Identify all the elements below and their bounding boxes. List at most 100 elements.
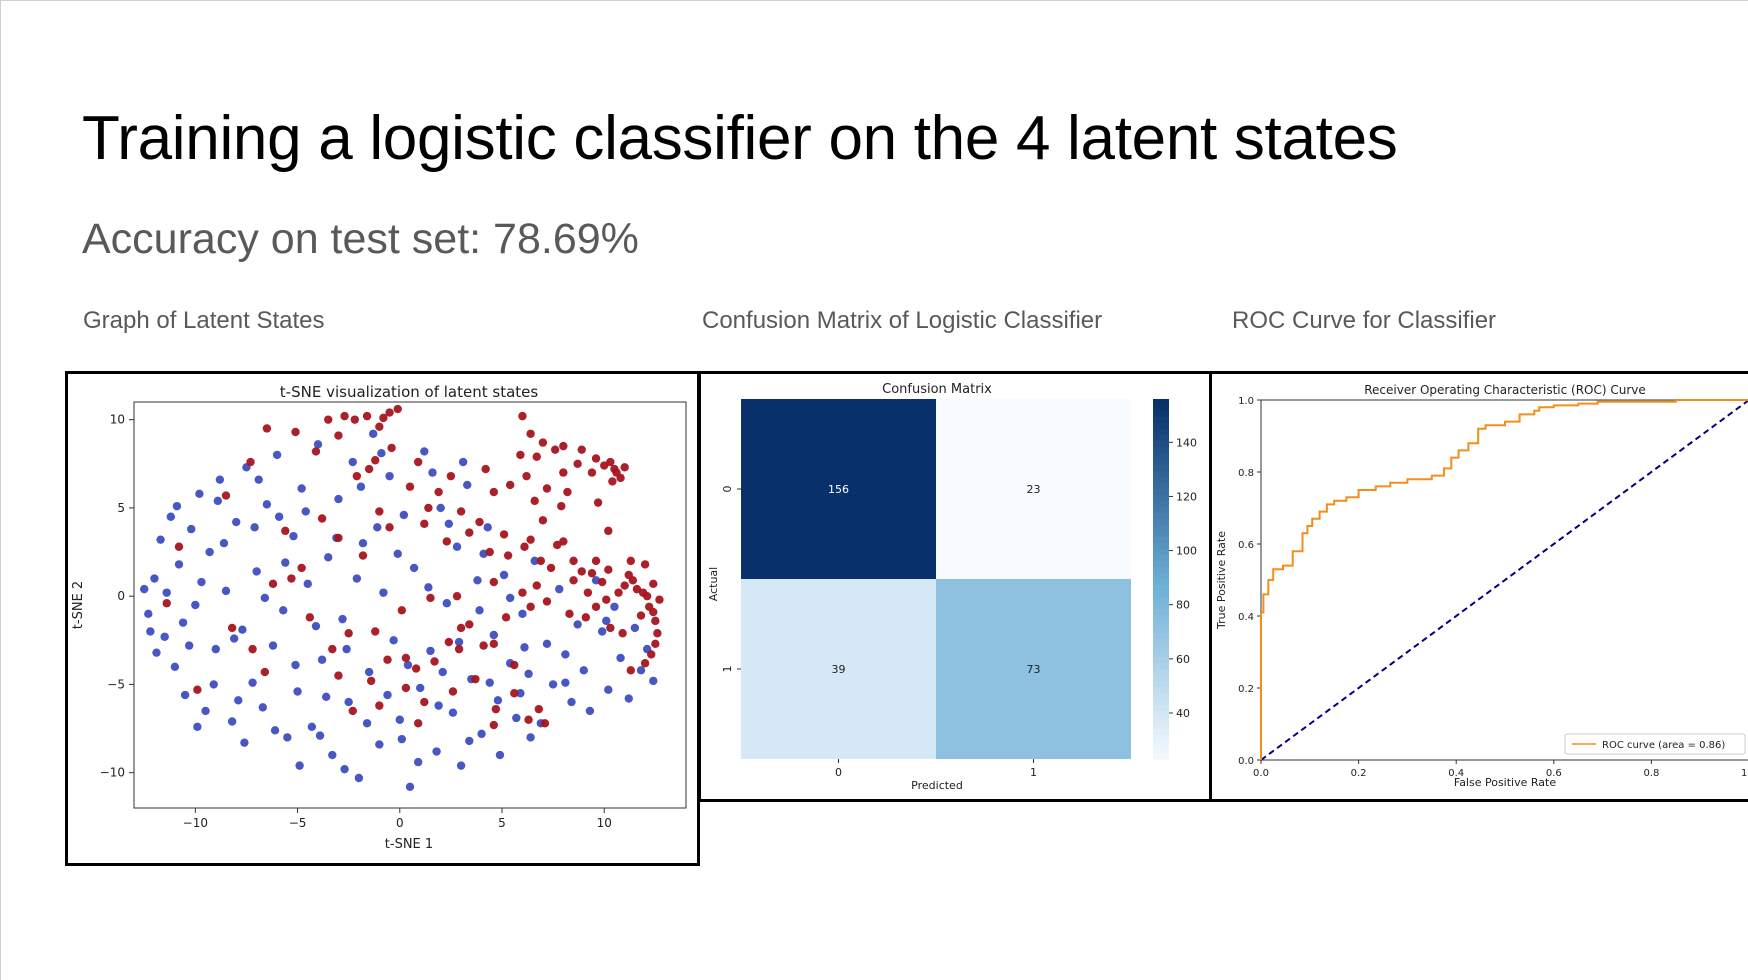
tsne-point: [166, 512, 175, 521]
colorbar-segment: [1153, 741, 1169, 748]
tsne-point: [146, 627, 155, 636]
tsne-point: [475, 606, 484, 615]
tsne-point: [626, 666, 635, 675]
tsne-point: [227, 623, 237, 633]
tsne-point: [518, 588, 527, 597]
tsne-point: [328, 750, 337, 760]
tsne-point: [481, 464, 490, 474]
tsne-point: [324, 553, 333, 562]
tsne-point: [655, 595, 664, 604]
tsne-point: [193, 685, 202, 694]
tsne-point: [606, 623, 615, 633]
tsne-point: [358, 551, 368, 560]
tsne-point: [301, 507, 310, 516]
colorbar-segment: [1153, 507, 1169, 514]
tsne-point: [597, 577, 607, 587]
tsne-point: [489, 577, 499, 587]
confusion-cells: 156 23 39 73: [741, 399, 1131, 759]
tsne-point: [542, 597, 552, 606]
tsne-point: [305, 613, 315, 622]
colorbar-segment: [1153, 591, 1169, 598]
tsne-ylabel: t-SNE 2: [71, 581, 86, 629]
tsne-point: [213, 496, 223, 506]
tsne-point: [475, 517, 484, 527]
tsne-point: [321, 692, 331, 701]
tsne-point: [262, 500, 272, 509]
tsne-point: [364, 464, 374, 474]
tsne-point: [573, 620, 582, 629]
tsne-point: [512, 713, 521, 723]
tsne-point: [485, 547, 494, 557]
tsne-point: [434, 701, 443, 710]
tsne-point: [340, 764, 349, 774]
tsne-point: [248, 678, 257, 687]
tsne-point: [317, 514, 327, 523]
tsne-point: [383, 690, 392, 700]
tsne-point: [307, 722, 317, 731]
tsne-point: [577, 445, 586, 454]
confusion-xtick-label: 1: [1030, 766, 1037, 779]
tsne-point: [291, 427, 300, 437]
tsne-point: [530, 556, 539, 566]
tsne-point: [350, 415, 359, 424]
tsne-point: [452, 591, 462, 601]
tsne-point: [283, 733, 292, 742]
tsne-point: [156, 535, 165, 544]
roc-ylabel: True Positive Rate: [1215, 531, 1228, 630]
tsne-point: [524, 669, 533, 679]
tsne-point: [426, 646, 435, 656]
tsne-point: [444, 519, 454, 528]
colorbar-segment: [1153, 579, 1169, 586]
tsne-xlabel: t-SNE 1: [385, 837, 433, 852]
tsne-point: [526, 733, 535, 742]
tsne-point: [448, 708, 458, 717]
tsne-point: [362, 719, 372, 728]
tsne-point: [150, 574, 159, 583]
tsne-point: [620, 581, 629, 590]
tsne-point: [548, 680, 558, 689]
tsne-point: [503, 551, 513, 560]
colorbar-segment: [1153, 663, 1169, 670]
tsne-point: [479, 641, 488, 650]
tsne-point: [160, 632, 169, 641]
tsne-point: [420, 697, 429, 707]
tsne-point: [178, 618, 188, 627]
tsne-point: [238, 625, 247, 634]
slide-subtitle: Accuracy on test set: 78.69%: [82, 215, 639, 263]
tsne-point: [287, 574, 296, 583]
tsne-point: [510, 660, 519, 670]
tsne-point: [651, 639, 660, 649]
tsne-point: [542, 484, 552, 493]
tsne-point: [465, 528, 474, 537]
colorbar-segment: [1153, 423, 1169, 430]
roc-ytick-label: 0.4: [1238, 612, 1254, 623]
colorbar-segment: [1153, 495, 1169, 502]
tsne-point: [550, 445, 560, 454]
colorbar-segment: [1153, 399, 1169, 406]
tsne-point: [289, 531, 298, 541]
tsne-point: [393, 549, 402, 559]
tsne-point: [375, 740, 384, 749]
tsne-point: [458, 457, 468, 467]
tsne-point: [602, 616, 611, 626]
tsne-point: [649, 607, 658, 617]
tsne-panel: t-SNE visualization of latent states −10…: [65, 371, 700, 866]
tsne-point: [434, 487, 443, 497]
tsne-point: [538, 516, 548, 525]
tsne-point: [334, 431, 343, 440]
tsne-xtick-label: 10: [597, 816, 612, 830]
tsne-point: [620, 463, 629, 472]
confusion-cell: [936, 399, 1131, 579]
tsne-point: [495, 750, 505, 760]
colorbar-segment: [1153, 405, 1169, 412]
caption-roc-curve: ROC Curve for Classifier: [1232, 307, 1497, 334]
tsne-point: [505, 480, 515, 490]
roc-title: Receiver Operating Characteristic (ROC) …: [1364, 383, 1646, 397]
confusion-cell: [741, 579, 936, 759]
tsne-point: [626, 556, 635, 566]
tsne-plot-frame: [133, 401, 687, 809]
roc-xtick-label: 0.2: [1351, 768, 1367, 779]
roc-ytick-label: 0.2: [1238, 684, 1254, 695]
colorbar-segment: [1153, 705, 1169, 712]
